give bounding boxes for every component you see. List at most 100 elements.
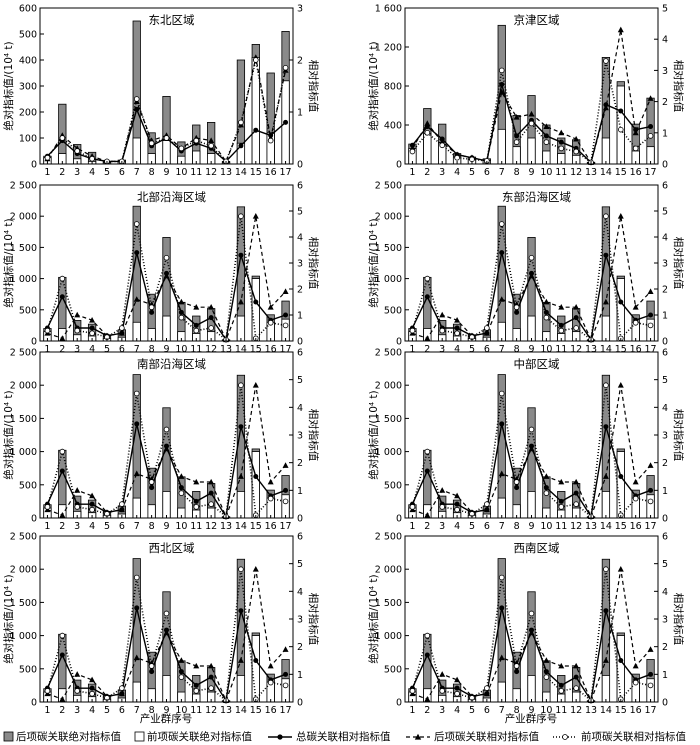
x-tick-label: 2 [424, 705, 430, 716]
front-rel-point [647, 682, 654, 689]
front-rel-point [543, 139, 550, 145]
x-tick-label: 7 [499, 521, 505, 532]
front-abs-bar [616, 635, 625, 703]
front-rel-point [119, 501, 125, 507]
front-rel-point [208, 143, 214, 149]
back-rel-point [178, 473, 185, 479]
x-tick-label: 15 [250, 344, 262, 355]
front-rel-point [133, 390, 140, 397]
left-tick-label: 300 [19, 82, 37, 93]
back-rel-point [133, 296, 140, 302]
left-tick-label: 2 000 [375, 565, 402, 576]
front-abs-bar [423, 133, 432, 165]
right-tick-label: 5 [662, 559, 668, 570]
right-tick-label: 0 [662, 160, 668, 171]
back-rel-point [439, 311, 446, 318]
total-rel-point [499, 250, 505, 256]
left-tick-label: 1 000 [375, 631, 402, 642]
x-tick-label: 12 [570, 344, 582, 355]
front-rel-point [89, 156, 95, 162]
right-tick-label: 6 [297, 181, 303, 192]
x-tick-label: 9 [528, 705, 534, 716]
x-tick-label: 13 [585, 167, 597, 178]
front-rel-point [558, 504, 565, 510]
front-abs-bar [646, 494, 655, 519]
x-tick-label: 8 [149, 705, 155, 716]
right-tick-label: 2 [297, 642, 303, 653]
total-rel-point [149, 309, 155, 315]
back-rel-point [632, 662, 639, 669]
right-tick-label: 5 [297, 207, 303, 218]
back-rel-point [89, 676, 96, 683]
total-rel-point [238, 424, 244, 430]
x-tick-label: 4 [454, 344, 460, 355]
back-rel-point [558, 478, 565, 485]
back-rel-point [632, 478, 639, 485]
left-tick-label: 1 500 [375, 414, 402, 425]
front-rel-line [46, 569, 286, 703]
front-rel-point [603, 58, 609, 64]
total-rel-point [558, 139, 564, 145]
total-rel-point [558, 322, 564, 328]
total-rel-point [543, 309, 549, 315]
total-rel-point [149, 485, 155, 491]
x-axis-title-right: 产业群序号 [505, 712, 558, 725]
back-rel-point [617, 566, 624, 572]
total-rel-point [253, 658, 259, 663]
front-rel-point [119, 685, 125, 691]
total-rel-point [238, 608, 244, 614]
total-rel-point [603, 608, 609, 614]
front-rel-point [74, 327, 81, 334]
back-rel-point [74, 671, 81, 677]
left-tick-label: 2 000 [10, 565, 37, 576]
x-tick-label: 14 [600, 344, 612, 355]
back-rel-point [118, 506, 125, 513]
x-tick-label: 14 [235, 705, 247, 716]
back-rel-point [282, 288, 289, 294]
front-rel-point [484, 325, 490, 331]
total-rel-point [573, 490, 579, 496]
front-rel-point [148, 140, 155, 147]
total-rel-point [238, 143, 244, 149]
front-abs-bar [601, 315, 611, 342]
x-tick-label: 2 [59, 521, 65, 532]
x-tick-label: 17 [645, 705, 657, 716]
x-tick-label: 11 [555, 167, 567, 178]
right-tick-label: 2 [297, 458, 303, 469]
left-tick-label: 500 [384, 305, 402, 316]
front-rel-point [424, 632, 431, 639]
front-abs-bar [601, 137, 611, 165]
front-abs-bar [251, 57, 260, 165]
back-rel-point [424, 512, 431, 518]
back-rel-point [424, 696, 431, 702]
back-rel-point [424, 120, 431, 126]
front-rel-point [528, 610, 535, 617]
front-rel-point [59, 275, 66, 282]
total-rel-point [178, 309, 184, 315]
x-tick-label: 11 [555, 705, 567, 716]
x-tick-label: 1 [44, 705, 50, 716]
legend-swatch-front-abs [134, 731, 145, 742]
back-rel-point [208, 662, 215, 669]
front-rel-point [573, 501, 579, 507]
x-tick-label: 10 [175, 167, 187, 178]
back-rel-point [647, 288, 654, 294]
left-tick-label: 1 200 [375, 43, 402, 54]
left-tick-label: 2 500 [375, 532, 402, 543]
x-tick-label: 8 [149, 344, 155, 355]
front-rel-point [59, 448, 66, 455]
back-rel-point [454, 317, 461, 323]
total-rel-point [59, 294, 65, 300]
front-rel-point [528, 426, 535, 433]
left-tick-label: 1 000 [10, 631, 37, 642]
total-rel-point [618, 658, 624, 663]
total-rel-point [193, 498, 199, 504]
left-tick-label: 2 000 [10, 212, 37, 223]
front-rel-point [603, 566, 609, 572]
back-rel-point [617, 213, 624, 219]
total-rel-point [89, 685, 95, 691]
front-rel-point [498, 221, 505, 227]
x-tick-label: 6 [119, 705, 125, 716]
front-rel-point [178, 674, 185, 680]
